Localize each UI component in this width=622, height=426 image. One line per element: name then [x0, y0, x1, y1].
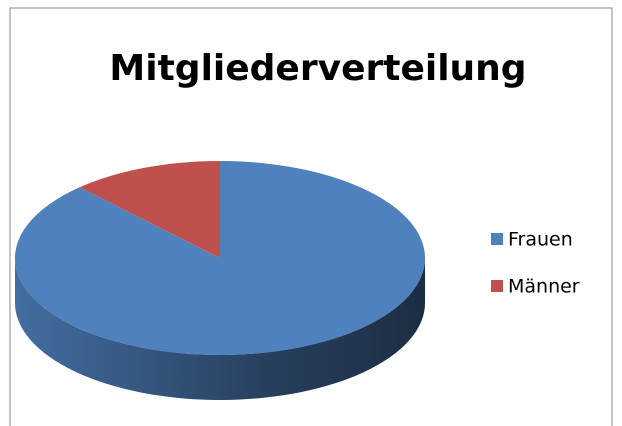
legend-label: Frauen	[508, 229, 573, 251]
slice	[79, 161, 220, 258]
legend-swatch	[491, 280, 503, 292]
slice-shade	[15, 258, 425, 400]
legend-swatch	[491, 233, 503, 245]
legend-label: Männer	[508, 276, 580, 298]
chart-title: Mitgliederverteilung	[109, 48, 526, 89]
slice	[14, 161, 425, 355]
